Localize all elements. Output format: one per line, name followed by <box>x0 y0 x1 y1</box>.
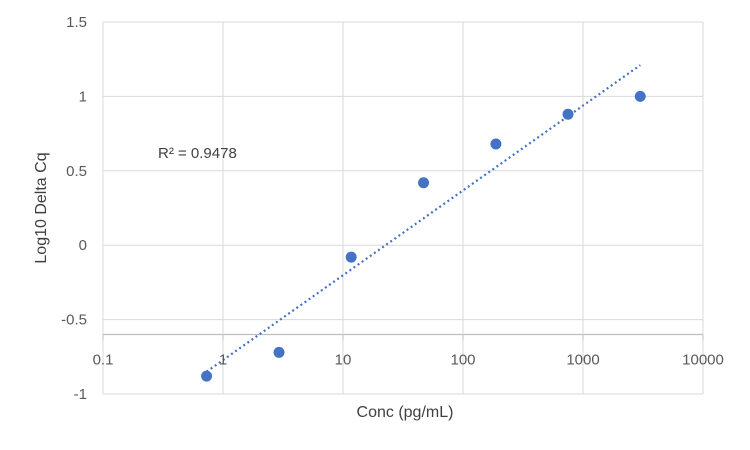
data-point <box>562 108 574 120</box>
data-points <box>201 90 646 382</box>
y-tick-labels: 1.5 1 0.5 0 -0.5 -1 <box>61 14 87 403</box>
data-point <box>418 177 430 189</box>
y-tick-label: 0.5 <box>66 163 87 180</box>
trendline-segment <box>205 64 641 373</box>
trendline <box>205 64 641 373</box>
x-tick-label: 10 <box>335 351 352 368</box>
y-tick-label: 1 <box>79 88 87 105</box>
x-tick-label: 10000 <box>682 351 724 368</box>
grid-lines <box>102 21 704 395</box>
y-tick-label: 0 <box>79 237 87 254</box>
y-tick-label: 1.5 <box>66 14 87 31</box>
x-tick-label: 0.1 <box>93 351 114 368</box>
x-axis-title: Conc (pg/mL) <box>357 404 454 421</box>
data-point <box>345 251 357 263</box>
x-tick-labels: 0.1 1 10 100 1000 10000 <box>93 351 724 368</box>
data-point <box>201 370 213 382</box>
data-point <box>634 90 646 102</box>
x-tick-label: 1 <box>219 351 227 368</box>
y-tick-label: -0.5 <box>61 312 87 329</box>
data-point <box>490 138 502 150</box>
y-tick-label: -1 <box>74 386 87 403</box>
r-squared-annotation: R² = 0.9478 <box>158 145 237 162</box>
x-tick-label: 1000 <box>566 351 599 368</box>
x-axis <box>102 333 704 340</box>
x-tick-label: 100 <box>450 351 475 368</box>
data-point <box>273 346 285 358</box>
y-axis-title: Log10 Delta Cq <box>33 152 50 263</box>
